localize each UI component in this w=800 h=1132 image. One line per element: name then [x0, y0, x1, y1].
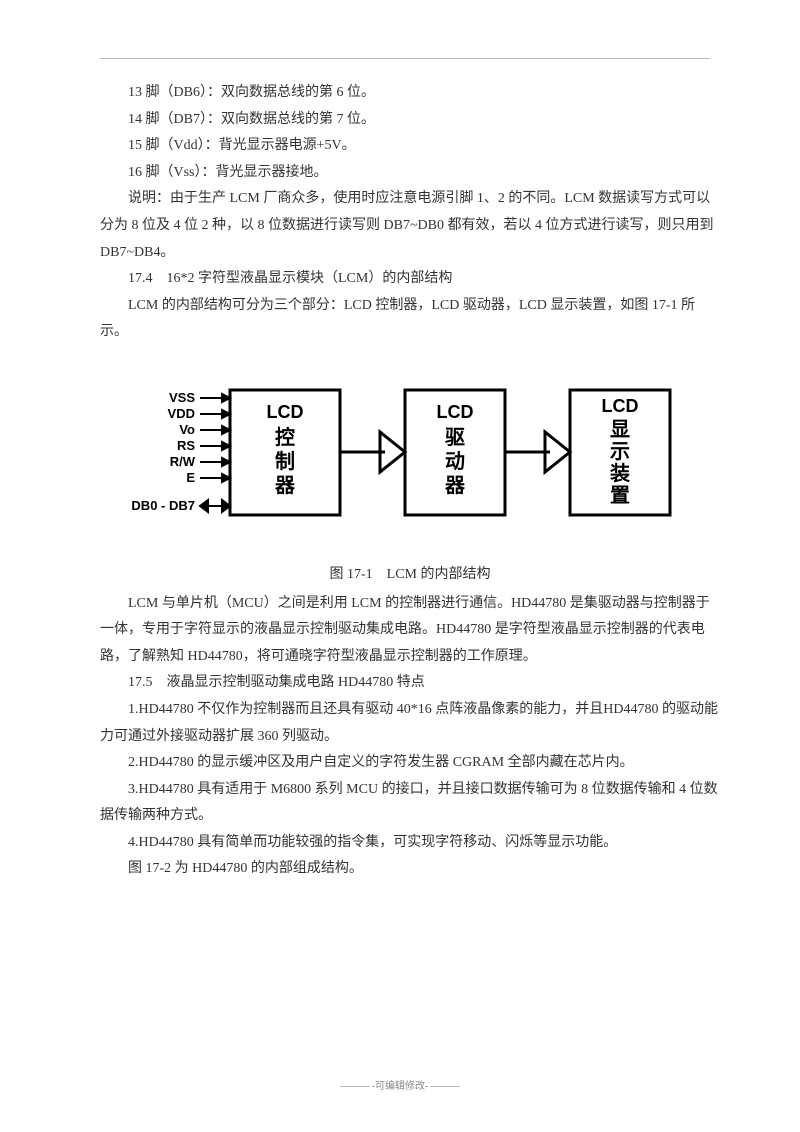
paragraph: 1.HD44780 不仅作为控制器而且还具有驱动 40*16 点阵液晶像素的能力… — [100, 697, 720, 750]
input-label: Vo — [179, 422, 195, 437]
input-label: RS — [177, 438, 195, 453]
block-label: 示 — [610, 441, 630, 463]
input-label: DB0 - DB7 — [131, 498, 195, 513]
input-label: VDD — [168, 406, 195, 421]
lcm-diagram: VSS VDD Vo RS R/W E DB0 - DB7 LCD 控 制 — [130, 370, 690, 550]
line: 15 脚（Vdd）：背光显示器电源+5V。 — [100, 133, 720, 160]
heading: 17.4 16*2 字符型液晶显示模块（LCM）的内部结构 — [100, 266, 720, 293]
block-label: 驱 — [445, 426, 465, 449]
paragraph: 说明：由于生产 LCM 厂商众多，使用时应注意电源引脚 1、2 的不同。LCM … — [100, 186, 720, 266]
line: 16 脚（Vss）：背光显示器接地。 — [100, 160, 720, 187]
paragraph: 2.HD44780 的显示缓冲区及用户自定义的字符发生器 CGRAM 全部内藏在… — [100, 750, 720, 777]
line: 14 脚（DB7）：双向数据总线的第 7 位。 — [100, 107, 720, 134]
block-label: 器 — [274, 474, 296, 497]
line: 13 脚（DB6）：双向数据总线的第 6 位。 — [100, 80, 720, 107]
block-label: LCD — [267, 402, 304, 422]
paragraph: 图 17-2 为 HD44780 的内部组成结构。 — [100, 856, 720, 883]
paragraph: LCM 与单片机（MCU）之间是利用 LCM 的控制器进行通信。HD44780 … — [100, 591, 720, 671]
block-label: 动 — [445, 450, 465, 473]
block-label: LCD — [437, 402, 474, 422]
top-rule — [100, 58, 710, 59]
page-footer: -可编辑修改- — [0, 1077, 800, 1092]
input-label: R/W — [170, 454, 196, 469]
block-label: 显 — [610, 419, 630, 441]
paragraph: 3.HD44780 具有适用于 M6800 系列 MCU 的接口，并且接口数据传… — [100, 777, 720, 830]
block-label: LCD — [602, 396, 639, 416]
heading: 17.5 液晶显示控制驱动集成电路 HD44780 特点 — [100, 670, 720, 697]
paragraph: 4.HD44780 具有简单而功能较强的指令集，可实现字符移动、闪烁等显示功能。 — [100, 830, 720, 857]
block-label: 控 — [275, 425, 295, 449]
block-label: 装 — [609, 461, 630, 485]
block-label: 制 — [275, 450, 295, 473]
input-label: VSS — [169, 390, 195, 405]
input-label: E — [186, 470, 195, 485]
page-content: 13 脚（DB6）：双向数据总线的第 6 位。 14 脚（DB7）：双向数据总线… — [100, 80, 720, 883]
paragraph: LCM 的内部结构可分为三个部分：LCD 控制器，LCD 驱动器，LCD 显示装… — [100, 293, 720, 346]
footer-text: 可编辑修改 — [375, 1081, 425, 1092]
block-label: 器 — [444, 474, 466, 497]
figure-caption: 图 17-1 LCM 的内部结构 — [100, 562, 720, 589]
block-label: 置 — [610, 484, 630, 507]
